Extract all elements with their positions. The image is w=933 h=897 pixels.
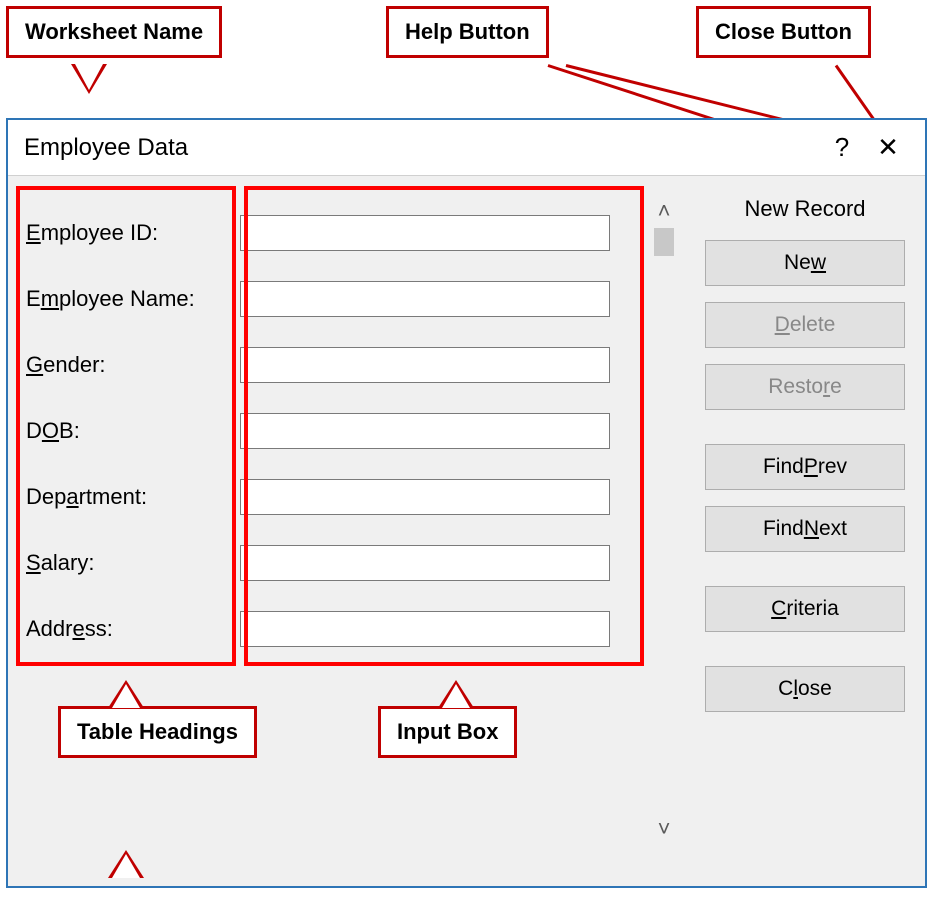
field-row-employee-name: Employee Name: xyxy=(26,266,636,332)
address-input[interactable] xyxy=(240,611,610,647)
field-row-gender: Gender: xyxy=(26,332,636,398)
restore-button[interactable]: Restore xyxy=(705,364,905,410)
record-status: New Record xyxy=(705,196,905,222)
field-row-department: Department: xyxy=(26,464,636,530)
scroll-down-icon[interactable]: ˅ xyxy=(658,818,671,840)
data-form-dialog: Employee Data ? ✕ Employee ID: Employee … xyxy=(6,118,927,888)
form-fields: Employee ID: Employee Name: Gender: DOB:… xyxy=(26,200,636,662)
find-next-button[interactable]: Find Next xyxy=(705,506,905,552)
callout-pointer xyxy=(438,680,474,708)
close-button[interactable]: ✕ xyxy=(865,128,911,168)
scroll-thumb[interactable] xyxy=(654,228,674,256)
callout-pointer xyxy=(71,64,107,94)
department-input[interactable] xyxy=(240,479,610,515)
field-label: Gender: xyxy=(26,352,240,378)
dialog-body: Employee ID: Employee Name: Gender: DOB:… xyxy=(8,176,925,886)
field-row-dob: DOB: xyxy=(26,398,636,464)
employee-id-input[interactable] xyxy=(240,215,610,251)
callout-close-button: Close Button xyxy=(696,6,871,58)
dialog-title: Employee Data xyxy=(24,134,819,162)
field-label: Address: xyxy=(26,616,240,642)
employee-name-input[interactable] xyxy=(240,281,610,317)
gender-input[interactable] xyxy=(240,347,610,383)
field-label: DOB: xyxy=(26,418,240,444)
field-row-address: Address: xyxy=(26,596,636,662)
callout-pointer xyxy=(108,680,144,708)
callout-help-button: Help Button xyxy=(386,6,549,58)
callout-table-headings: Table Headings xyxy=(58,706,257,758)
scroll-up-icon[interactable]: ˄ xyxy=(658,200,671,222)
field-label: Employee ID: xyxy=(26,220,240,246)
new-button[interactable]: New xyxy=(705,240,905,286)
field-row-employee-id: Employee ID: xyxy=(26,200,636,266)
callout-worksheet-name: Worksheet Name xyxy=(6,6,222,58)
field-label: Department: xyxy=(26,484,240,510)
titlebar: Employee Data ? ✕ xyxy=(8,120,925,176)
field-label: Employee Name: xyxy=(26,286,240,312)
salary-input[interactable] xyxy=(240,545,610,581)
dob-input[interactable] xyxy=(240,413,610,449)
find-prev-button[interactable]: Find Prev xyxy=(705,444,905,490)
delete-button[interactable]: Delete xyxy=(705,302,905,348)
field-row-salary: Salary: xyxy=(26,530,636,596)
button-column: New Record New Delete Restore Find Prev … xyxy=(705,196,905,728)
callout-input-box: Input Box xyxy=(378,706,517,758)
help-button[interactable]: ? xyxy=(819,128,865,168)
criteria-button[interactable]: Criteria xyxy=(705,586,905,632)
record-scrollbar[interactable]: ˄ ˅ xyxy=(652,200,676,840)
annotation-row-top: Worksheet Name Help Button Close Button xyxy=(6,6,927,76)
callout-pointer xyxy=(108,850,144,878)
field-label: Salary: xyxy=(26,550,240,576)
close-form-button[interactable]: Close xyxy=(705,666,905,712)
